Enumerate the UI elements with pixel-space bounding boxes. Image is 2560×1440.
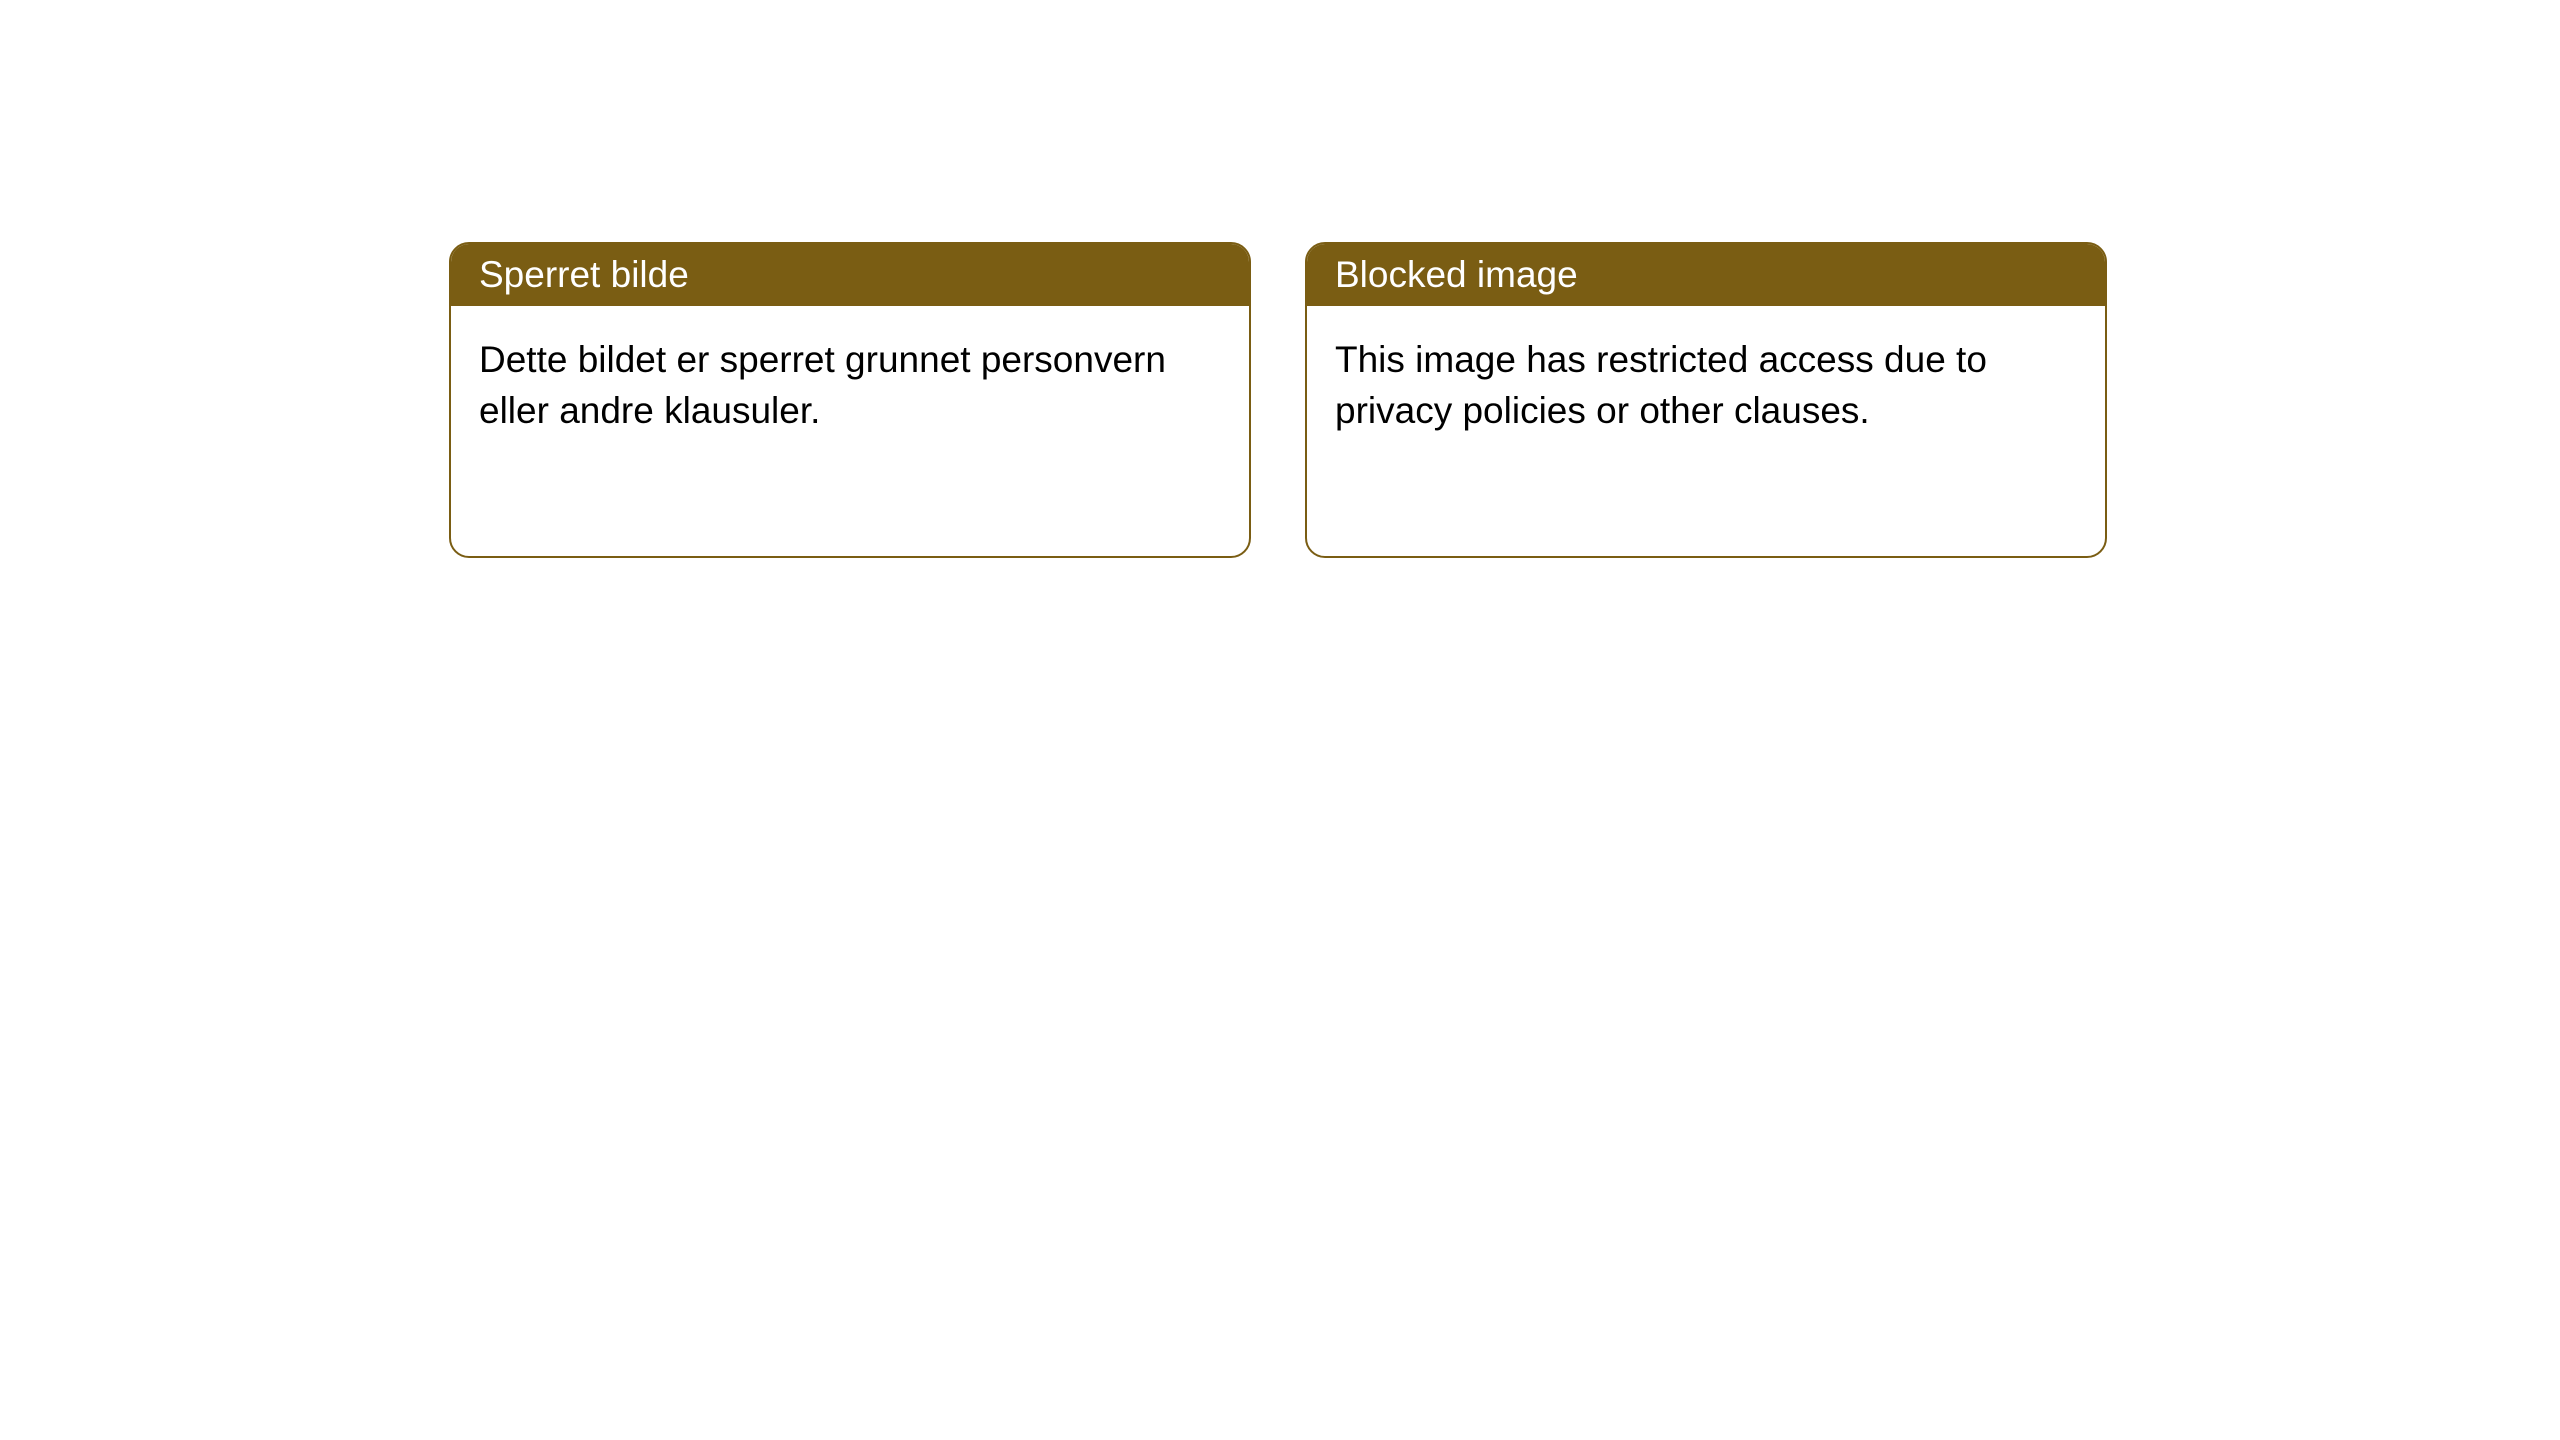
notice-body: Dette bildet er sperret grunnet personve…	[451, 306, 1249, 556]
notice-card-norwegian: Sperret bilde Dette bildet er sperret gr…	[449, 242, 1251, 558]
notice-card-english: Blocked image This image has restricted …	[1305, 242, 2107, 558]
notice-container: Sperret bilde Dette bildet er sperret gr…	[0, 0, 2560, 558]
notice-body: This image has restricted access due to …	[1307, 306, 2105, 556]
notice-title: Blocked image	[1307, 244, 2105, 306]
notice-title: Sperret bilde	[451, 244, 1249, 306]
